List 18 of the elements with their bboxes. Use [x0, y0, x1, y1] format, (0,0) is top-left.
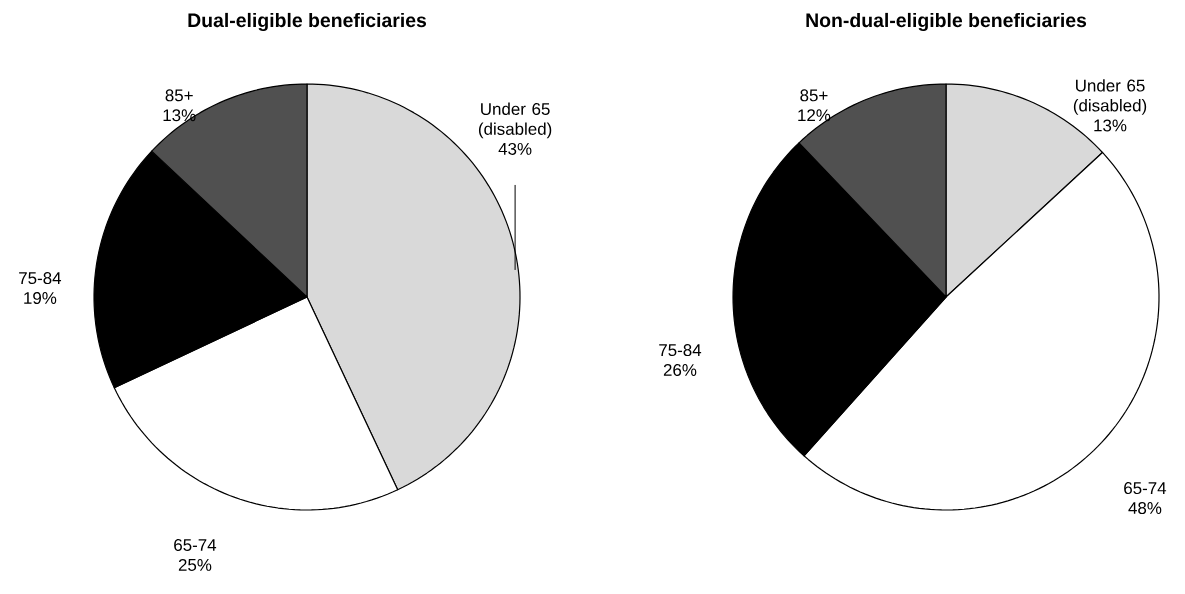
slice-label: Under 65 (disabled)	[478, 102, 552, 139]
slice-label: 65-74	[174, 538, 217, 551]
data-label: 19%	[24, 292, 57, 305]
slice-label: 85+	[165, 89, 193, 102]
data-label: 12%	[798, 109, 831, 122]
slice-label: Under 65 (disabled)	[1073, 79, 1147, 115]
slice-label: 85+	[800, 89, 828, 102]
chart-title: Dual-eligible beneficiaries	[188, 12, 427, 32]
chart-title: Non-dual-eligible beneficiaries	[806, 12, 1087, 32]
data-label: 48%	[1128, 502, 1162, 515]
slice-label: 75-84	[19, 272, 62, 285]
data-label: 13%	[163, 109, 196, 122]
data-label: 13%	[1094, 119, 1127, 132]
data-label: 43%	[498, 142, 532, 155]
data-label: 25%	[178, 558, 212, 571]
data-label: 26%	[663, 364, 697, 377]
slice-label: 75-84	[659, 344, 702, 357]
slice-label: 65-74	[1124, 482, 1167, 495]
